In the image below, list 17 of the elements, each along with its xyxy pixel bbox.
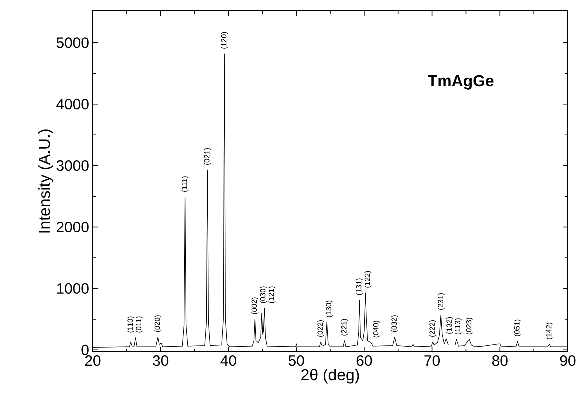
x-tick-label: 30 — [153, 356, 169, 366]
y-tick-label: 4000 — [56, 99, 89, 110]
x-tick-label: 60 — [356, 356, 372, 366]
annotation: TmAgGe — [428, 75, 494, 90]
x-tick-label: 40 — [220, 356, 236, 366]
y-tick-label: 5000 — [56, 38, 89, 48]
y-tick-label: 2000 — [56, 222, 89, 233]
x-tick-label: 80 — [492, 356, 508, 366]
x-tick-label: 50 — [288, 356, 304, 366]
y-axis-title: Intensity (A.U.) — [38, 130, 54, 233]
y-tick-label: 1000 — [57, 283, 89, 294]
y-tick-label: 0 — [82, 344, 89, 356]
x-tick-label: 90 — [560, 356, 576, 366]
x-tick-label: 70 — [424, 356, 440, 366]
x-axis-title: 2θ (deg) — [302, 368, 360, 384]
x-tick-label: 20 — [85, 356, 101, 366]
y-tick-label: 3000 — [56, 160, 89, 172]
